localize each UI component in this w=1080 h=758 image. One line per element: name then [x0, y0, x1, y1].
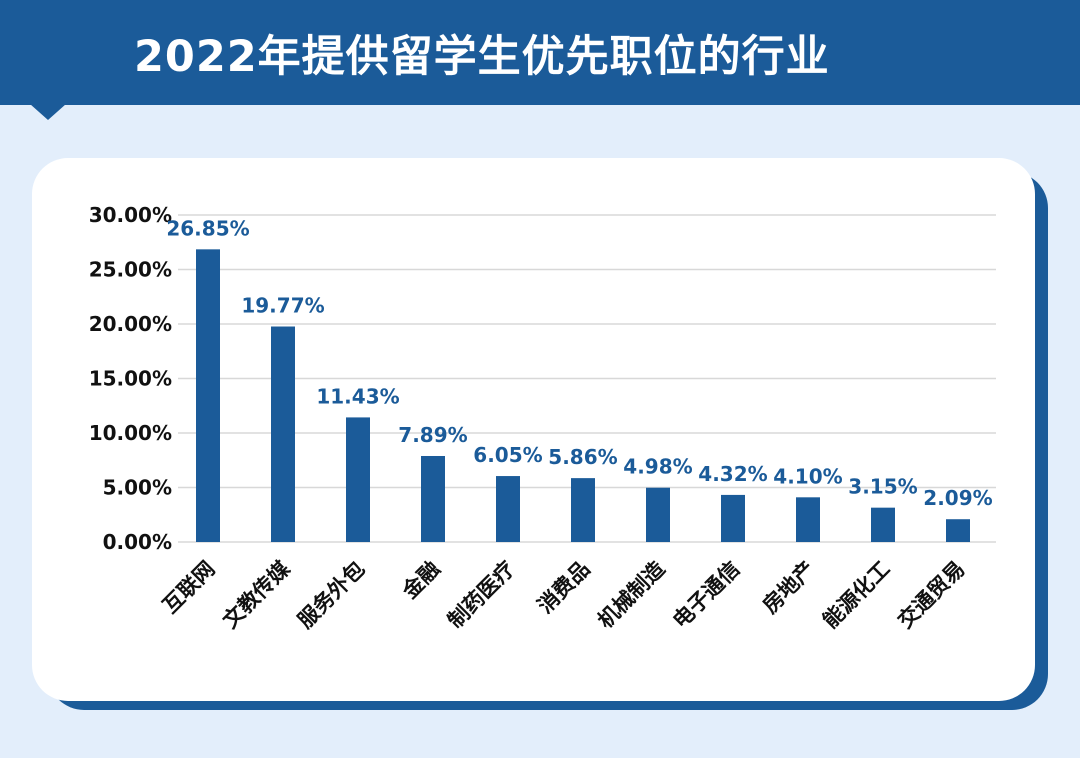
data-label: 2.09% — [923, 486, 992, 510]
y-axis-ticks: 0.00% 5.00% 10.00% 15.00% 20.00% 25.00% 30.00% — [89, 203, 172, 554]
category-label: 电子通信 — [668, 557, 744, 633]
category-label: 能源化工 — [818, 557, 894, 633]
header-banner: 2022年提供留学生优先职位的行业 — [0, 0, 1080, 105]
data-label: 3.15% — [848, 475, 917, 499]
bar — [196, 249, 220, 542]
y-tick-label: 20.00% — [89, 312, 172, 336]
y-tick-label: 15.00% — [89, 367, 172, 391]
category-label: 机械制造 — [593, 556, 670, 633]
data-label: 5.86% — [548, 445, 617, 469]
bar — [646, 487, 670, 542]
bar — [346, 417, 370, 542]
y-tick-label: 10.00% — [89, 421, 172, 445]
data-label: 4.98% — [623, 455, 692, 479]
category-label: 制药医疗 — [443, 557, 519, 633]
header-notch — [30, 104, 66, 120]
bar — [496, 476, 520, 542]
bar — [271, 326, 295, 542]
bar — [796, 497, 820, 542]
y-tick-label: 5.00% — [103, 476, 172, 500]
category-label: 文教传媒 — [218, 556, 295, 633]
bar — [946, 519, 970, 542]
data-label: 7.89% — [398, 423, 467, 447]
bar — [421, 455, 445, 542]
category-label: 房地产 — [758, 557, 820, 619]
category-label: 互联网 — [158, 557, 220, 619]
page-title: 2022年提供留学生优先职位的行业 — [134, 32, 830, 82]
data-label: 4.10% — [773, 464, 842, 488]
data-label: 4.32% — [698, 462, 767, 486]
category-label: 交通贸易 — [893, 557, 969, 633]
y-tick-label: 30.00% — [89, 203, 172, 227]
data-labels: 26.85%19.77%11.43%7.89%6.05% 5.86% 4.98% 4.… — [166, 216, 992, 510]
data-label: 6.05% — [473, 443, 542, 467]
data-label: 19.77% — [241, 294, 324, 318]
bar — [571, 478, 595, 542]
category-label: 金融 — [397, 557, 444, 604]
y-tick-label: 25.00% — [89, 258, 172, 282]
y-tick-label: 0.00% — [103, 530, 172, 554]
bars — [196, 249, 970, 542]
data-label: 26.85% — [166, 216, 249, 240]
grid-lines — [178, 214, 996, 543]
bar — [871, 507, 895, 542]
data-label: 11.43% — [316, 384, 399, 408]
bar — [721, 494, 745, 542]
category-label: 服务外包 — [293, 557, 369, 633]
category-label: 消费品 — [533, 557, 595, 619]
